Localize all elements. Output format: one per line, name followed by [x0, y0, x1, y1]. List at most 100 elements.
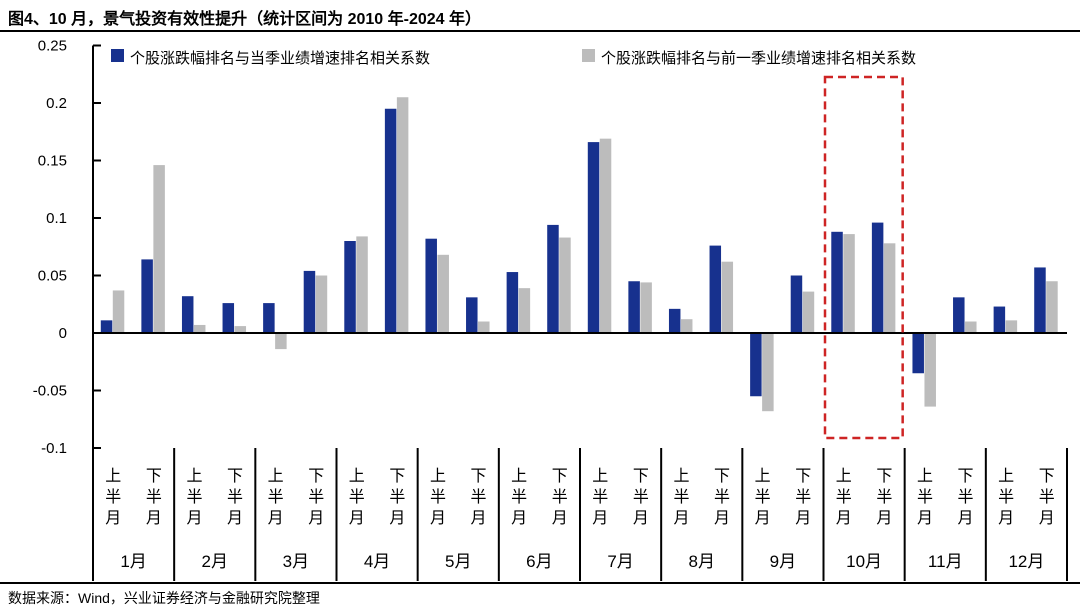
half-month-label: 月	[1039, 510, 1055, 527]
bar-current-quarter	[344, 241, 356, 333]
half-month-label: 上	[186, 467, 202, 485]
bar-current-quarter	[263, 303, 275, 333]
half-month-label: 月	[227, 510, 243, 527]
highlight-box	[823, 75, 904, 440]
half-month-label: 月	[836, 510, 852, 527]
data-source-note: 数据来源：Wind，兴业证券经济与金融研究院整理	[8, 590, 320, 606]
half-month-label: 下	[1039, 468, 1055, 485]
half-month-label: 月	[430, 510, 446, 527]
half-month-label: 月	[795, 510, 811, 527]
half-month-label: 月	[511, 510, 527, 527]
month-label: 11月	[928, 552, 963, 571]
half-month-label: 下	[633, 468, 649, 485]
bar-previous-quarter	[559, 237, 571, 333]
y-tick-label: -0.1	[41, 440, 67, 457]
bar-current-quarter	[587, 142, 600, 333]
title-divider	[0, 30, 1080, 32]
bar-current-quarter	[100, 320, 113, 333]
bar-current-quarter	[506, 272, 519, 333]
half-month-label: 下	[795, 468, 811, 485]
half-month-label: 上	[998, 467, 1014, 485]
bar-previous-quarter	[1046, 281, 1058, 333]
bar-current-quarter	[425, 238, 437, 333]
half-month-label: 月	[105, 510, 121, 527]
half-month-label: 上	[917, 467, 933, 485]
half-month-label: 上	[349, 467, 365, 485]
month-label: 10月	[846, 552, 882, 571]
half-month-label: 半	[227, 488, 243, 506]
month-label: 8月	[689, 552, 715, 571]
half-month-label: 下	[227, 468, 243, 485]
y-tick-label: 0.25	[38, 38, 67, 55]
half-month-label: 下	[876, 468, 892, 485]
half-month-label: 上	[836, 467, 852, 485]
y-tick-label: 0	[59, 325, 67, 342]
bar-previous-quarter	[356, 236, 368, 333]
bar-previous-quarter	[315, 275, 328, 333]
half-month-label: 月	[552, 510, 568, 527]
bar-current-quarter	[181, 296, 194, 333]
half-month-label: 半	[836, 488, 852, 506]
bar-previous-quarter	[478, 321, 490, 333]
bar-current-quarter	[709, 245, 722, 333]
bar-current-quarter	[547, 224, 559, 333]
bar-current-quarter	[303, 270, 316, 333]
half-month-label: 月	[917, 510, 933, 527]
half-month-label: 下	[471, 468, 487, 485]
month-label: 12月	[1008, 552, 1044, 571]
half-month-label: 月	[714, 510, 730, 527]
half-month-label: 月	[592, 510, 608, 527]
bar-current-quarter	[141, 259, 153, 333]
half-month-label: 半	[795, 488, 811, 506]
footer-divider	[0, 582, 1080, 584]
bar-previous-quarter	[437, 254, 449, 333]
half-month-label: 月	[755, 510, 771, 527]
bar-previous-quarter	[518, 288, 531, 333]
bar-previous-quarter	[599, 138, 612, 333]
half-month-label: 上	[673, 467, 689, 485]
bar-previous-quarter	[843, 234, 855, 333]
bar-previous-quarter	[112, 290, 125, 333]
half-month-label: 月	[876, 510, 892, 527]
bar-current-quarter	[790, 275, 803, 333]
bar-previous-quarter	[924, 333, 936, 407]
half-month-label: 半	[268, 488, 284, 506]
legend-label-current-quarter: 个股涨跌幅排名与当季业绩增速排名相关系数	[130, 50, 431, 67]
half-month-label: 半	[998, 488, 1014, 506]
bar-current-quarter	[628, 281, 640, 333]
month-label: 1月	[120, 552, 146, 571]
half-month-label: 半	[389, 488, 405, 506]
bar-previous-quarter	[721, 261, 734, 333]
half-month-label: 上	[592, 467, 608, 485]
legend-label-previous-quarter: 个股涨跌幅排名与前一季业绩增速排名相关系数	[601, 50, 917, 67]
half-month-label: 月	[308, 510, 324, 527]
bar-current-quarter	[912, 333, 924, 374]
legend-item-previous-quarter: 个股涨跌幅排名与前一季业绩增速排名相关系数	[582, 47, 916, 68]
half-month-label: 半	[917, 488, 933, 506]
bar-previous-quarter	[680, 319, 693, 333]
bar-previous-quarter	[802, 291, 815, 333]
y-tick-label: -0.05	[33, 383, 67, 400]
half-month-label: 半	[714, 488, 730, 506]
half-month-label: 半	[673, 488, 689, 506]
half-month-label: 半	[876, 488, 892, 506]
half-month-label: 上	[268, 467, 284, 485]
half-month-label: 月	[958, 510, 974, 527]
half-month-label: 半	[592, 488, 608, 506]
half-month-label: 月	[633, 510, 649, 527]
half-month-label: 上	[105, 467, 121, 485]
half-month-label: 月	[471, 510, 487, 527]
bar-current-quarter	[668, 308, 681, 333]
half-month-label: 月	[389, 510, 405, 527]
half-month-label: 半	[186, 488, 202, 506]
legend-item-current-quarter: 个股涨跌幅排名与当季业绩增速排名相关系数	[111, 47, 430, 68]
half-month-label: 上	[755, 467, 771, 485]
half-month-label: 半	[105, 488, 121, 506]
half-month-label: 半	[146, 488, 162, 506]
half-month-label: 月	[998, 510, 1014, 527]
y-tick-label: 0.15	[38, 153, 67, 170]
bar-current-quarter	[466, 297, 478, 333]
half-month-label: 半	[471, 488, 487, 506]
